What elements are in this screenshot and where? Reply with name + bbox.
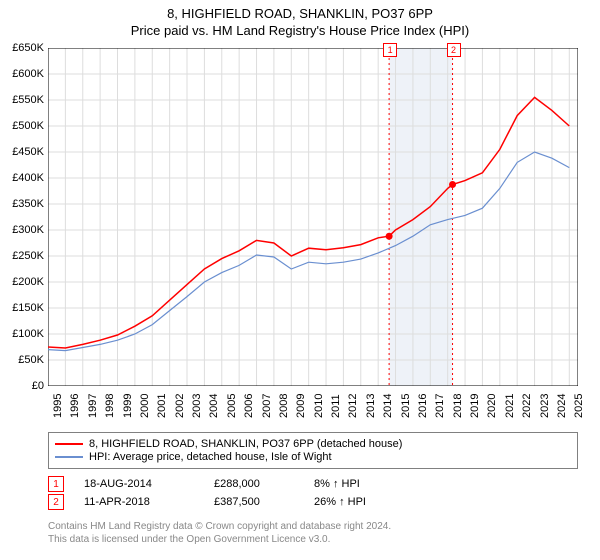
sales-row: 2 11-APR-2018£387,50026% ↑ HPI — [48, 494, 578, 510]
x-tick-label: 1998 — [104, 394, 116, 418]
x-tick-label: 2010 — [313, 394, 325, 418]
x-tick-label: 2012 — [347, 394, 359, 418]
x-tick-label: 2011 — [330, 394, 342, 418]
legend-item: HPI: Average price, detached house, Isle… — [55, 451, 571, 463]
x-tick-label: 2003 — [191, 394, 203, 418]
y-tick-label: £600K — [12, 68, 44, 80]
sale-marker-label: 2 — [447, 43, 461, 57]
x-tick-label: 2015 — [400, 394, 412, 418]
sale-date: 11-APR-2018 — [84, 496, 214, 508]
x-tick-label: 1995 — [52, 394, 64, 418]
y-tick-label: £250K — [12, 250, 44, 262]
sale-marker-box: 1 — [48, 476, 64, 492]
footer-line1: Contains HM Land Registry data © Crown c… — [48, 520, 578, 533]
legend-item: 8, HIGHFIELD ROAD, SHANKLIN, PO37 6PP (d… — [55, 438, 571, 450]
sale-hpi: 8% ↑ HPI — [314, 478, 360, 490]
plot-svg — [48, 48, 578, 386]
y-tick-label: £200K — [12, 276, 44, 288]
x-tick-label: 2006 — [243, 394, 255, 418]
sales-table: 1 18-AUG-2014£288,0008% ↑ HPI 2 11-APR-2018… — [48, 474, 578, 512]
x-tick-label: 2023 — [539, 394, 551, 418]
x-tick-label: 2008 — [278, 394, 290, 418]
sale-hpi: 26% ↑ HPI — [314, 496, 366, 508]
y-tick-label: £100K — [12, 328, 44, 340]
chart-area: 12 — [48, 48, 578, 386]
x-tick-label: 2013 — [365, 394, 377, 418]
legend-swatch — [55, 456, 83, 458]
x-tick-label: 2017 — [434, 394, 446, 418]
x-tick-label: 2021 — [504, 394, 516, 418]
sale-date: 18-AUG-2014 — [84, 478, 214, 490]
sale-marker-label: 1 — [383, 43, 397, 57]
x-tick-label: 1999 — [122, 394, 134, 418]
sale-price: £288,000 — [214, 478, 314, 490]
y-tick-label: £350K — [12, 198, 44, 210]
x-tick-label: 2020 — [486, 394, 498, 418]
sale-price: £387,500 — [214, 496, 314, 508]
sale-marker-box: 2 — [48, 494, 64, 510]
legend-text: HPI: Average price, detached house, Isle… — [89, 451, 332, 463]
x-tick-label: 2014 — [382, 394, 394, 418]
y-tick-label: £650K — [12, 42, 44, 54]
x-tick-label: 2009 — [295, 394, 307, 418]
x-tick-label: 2019 — [469, 394, 481, 418]
x-tick-label: 2004 — [208, 394, 220, 418]
y-tick-label: £550K — [12, 94, 44, 106]
title-sub: Price paid vs. HM Land Registry's House … — [0, 23, 600, 38]
x-tick-label: 2002 — [174, 394, 186, 418]
y-tick-label: £300K — [12, 224, 44, 236]
x-tick-label: 1997 — [87, 394, 99, 418]
x-tick-label: 2025 — [573, 394, 585, 418]
x-tick-label: 2001 — [156, 394, 168, 418]
x-tick-label: 2007 — [261, 394, 273, 418]
legend-swatch — [55, 443, 83, 445]
legend: 8, HIGHFIELD ROAD, SHANKLIN, PO37 6PP (d… — [48, 432, 578, 469]
y-tick-label: £450K — [12, 146, 44, 158]
x-axis: 1995 1996 1997 1998 1999 2000 2001 2002 2003 2004… — [48, 388, 578, 428]
x-tick-label: 2016 — [417, 394, 429, 418]
sales-row: 1 18-AUG-2014£288,0008% ↑ HPI — [48, 476, 578, 492]
y-tick-label: £0 — [32, 380, 44, 392]
y-tick-label: £500K — [12, 120, 44, 132]
x-tick-label: 2024 — [556, 394, 568, 418]
y-tick-label: £150K — [12, 302, 44, 314]
y-tick-label: £50K — [18, 354, 44, 366]
chart-container: 8, HIGHFIELD ROAD, SHANKLIN, PO37 6PP Pr… — [0, 0, 600, 560]
footer-line2: This data is licensed under the Open Gov… — [48, 533, 578, 546]
y-axis: £0£50K£100K£150K£200K£250K£300K£350K£400… — [0, 48, 46, 386]
x-tick-label: 2000 — [139, 394, 151, 418]
legend-text: 8, HIGHFIELD ROAD, SHANKLIN, PO37 6PP (d… — [89, 438, 402, 450]
x-tick-label: 2018 — [452, 394, 464, 418]
footer: Contains HM Land Registry data © Crown c… — [48, 520, 578, 546]
x-tick-label: 2005 — [226, 394, 238, 418]
x-tick-label: 1996 — [69, 394, 81, 418]
title-block: 8, HIGHFIELD ROAD, SHANKLIN, PO37 6PP Pr… — [0, 0, 600, 38]
y-tick-label: £400K — [12, 172, 44, 184]
x-tick-label: 2022 — [521, 394, 533, 418]
title-main: 8, HIGHFIELD ROAD, SHANKLIN, PO37 6PP — [0, 6, 600, 21]
